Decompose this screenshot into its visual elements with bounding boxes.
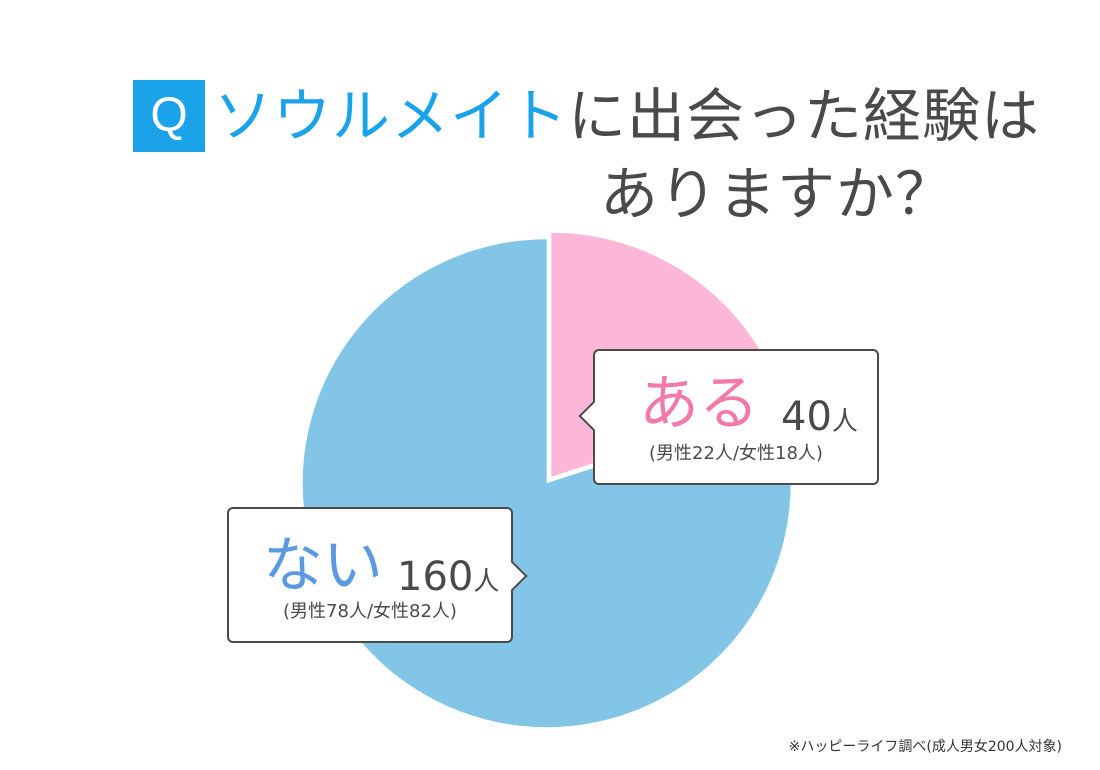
question-title: Q ソウルメイトに出会った経験は ありますか？ — [0, 78, 1100, 238]
callout-nai: ない 160人 (男性78人/女性82人) — [227, 507, 528, 643]
slice-label-nai: ない — [263, 531, 383, 601]
count-nai-unit: 人 — [473, 567, 500, 597]
breakdown-nai: (男性78人/女性82人) — [283, 601, 457, 622]
title-line-1: ソウルメイトに出会った経験は — [214, 78, 1040, 154]
count-aru: 40人 — [781, 395, 858, 444]
count-aru-value: 40 — [781, 394, 832, 440]
count-nai-value: 160 — [397, 554, 474, 600]
breakdown-aru: (男性22人/女性18人) — [649, 443, 823, 464]
count-aru-unit: 人 — [831, 407, 858, 437]
title-line-2: ありますか？ — [599, 160, 954, 228]
title-rest-text: に出会った経験は — [568, 82, 1041, 150]
count-nai: 160人 — [397, 555, 499, 604]
slice-label-aru: ある — [639, 369, 759, 439]
source-footnote: ※ハッピーライフ調べ(成人男女200人対象) — [788, 739, 1062, 755]
title-accent-text: ソウルメイト — [214, 82, 569, 150]
callout-aru: ある 40人 (男性22人/女性18人) — [578, 349, 879, 485]
q-badge: Q — [133, 80, 205, 152]
